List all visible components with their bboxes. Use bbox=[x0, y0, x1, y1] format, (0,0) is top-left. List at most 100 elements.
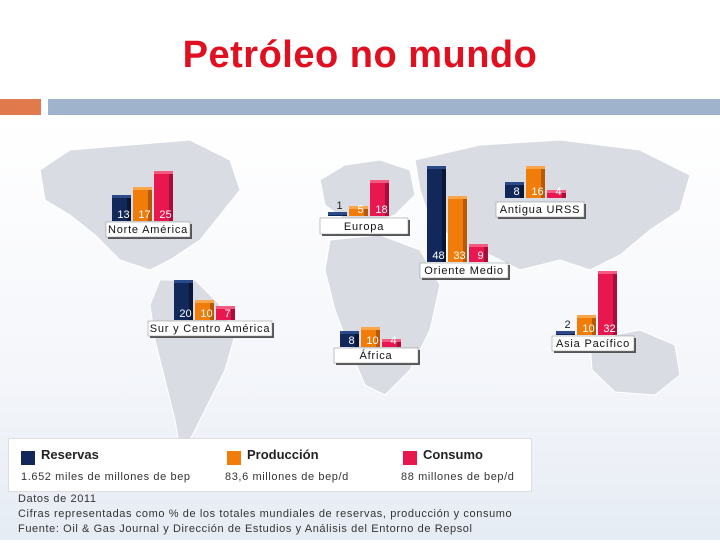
region-5-label: África bbox=[360, 349, 393, 362]
region-4-bar-side-0 bbox=[189, 280, 193, 320]
region-5-bar-side-2 bbox=[397, 339, 401, 347]
notes-description: Cifras representadas como % de los total… bbox=[18, 508, 513, 520]
region-2-label-box bbox=[495, 201, 585, 218]
region-2-label: Antigua URSS bbox=[500, 204, 581, 216]
region-0-bar-0 bbox=[112, 195, 127, 221]
region-1-label: Europa bbox=[344, 221, 384, 233]
legend-swatch-reservas bbox=[21, 451, 35, 465]
region-3-label: Oriente Medio bbox=[424, 265, 504, 277]
legend-desc-produccion: 83,6 millones de bep/d bbox=[225, 471, 349, 483]
region-0-bar-top-2 bbox=[154, 171, 173, 174]
region-2-value-label-2: 4 bbox=[555, 186, 561, 198]
region-1-bar-top-0 bbox=[328, 212, 347, 215]
region-4-bar-2 bbox=[216, 306, 231, 320]
header-bar bbox=[48, 99, 720, 115]
region-5-bar-side-1 bbox=[376, 327, 380, 347]
region-0-bar-top-0 bbox=[112, 195, 131, 198]
region-3-bar-1 bbox=[448, 196, 463, 262]
region-0-label: Norte América bbox=[108, 224, 188, 236]
region-5-bar-2 bbox=[382, 339, 397, 347]
region-4-bar-top-1 bbox=[195, 300, 214, 303]
region-5-bar-side-0 bbox=[355, 331, 359, 347]
region-6-label: Asia Pacífico bbox=[556, 338, 630, 350]
region-5-bar-top-2 bbox=[382, 339, 401, 342]
chart-notes: Datos de 2011 Cifras representadas como … bbox=[18, 492, 512, 537]
region-3-bar-side-0 bbox=[442, 166, 446, 262]
region-3-bar-side-2 bbox=[484, 244, 488, 262]
region-6-bar-top-0 bbox=[556, 331, 575, 334]
region-5-bar-top-1 bbox=[361, 327, 380, 330]
region-3-bar-top-2 bbox=[469, 244, 488, 247]
region-0-bar-side-1 bbox=[148, 187, 152, 221]
region-3-bar-top-0 bbox=[427, 166, 446, 169]
region-4-value-label-1: 10 bbox=[200, 308, 212, 320]
region-4-bar-side-2 bbox=[231, 306, 235, 320]
region-4-value-label-0: 20 bbox=[179, 308, 191, 320]
region-6-bar-side-2 bbox=[613, 271, 617, 335]
region-2-value-label-1: 16 bbox=[531, 186, 543, 198]
region-3-value-label-2: 9 bbox=[477, 250, 483, 262]
region-4-label-box bbox=[147, 320, 273, 337]
region-0-bar-1 bbox=[133, 187, 148, 221]
region-6-bar-top-2 bbox=[598, 271, 617, 274]
region-2-bar-1 bbox=[526, 166, 541, 198]
region-2-bar-0 bbox=[505, 182, 520, 198]
region-3-value-label-1: 33 bbox=[453, 250, 465, 262]
region-3-bar-2 bbox=[469, 244, 484, 262]
region-6-label-box bbox=[551, 335, 635, 352]
notes-date: Datos de 2011 bbox=[18, 493, 97, 505]
region-0-value-label-0: 13 bbox=[117, 209, 129, 221]
region-3-bar-0 bbox=[427, 166, 442, 262]
region-5-value-label-0: 8 bbox=[348, 335, 354, 347]
region-6-value-label-0: 2 bbox=[564, 319, 570, 331]
region-2-bar-side-0 bbox=[520, 182, 524, 198]
region-1-bar-top-2 bbox=[370, 180, 389, 183]
region-1-value-label-2: 18 bbox=[375, 204, 387, 216]
region-5-value-label-1: 10 bbox=[366, 335, 378, 347]
region-4-bar-top-2 bbox=[216, 306, 235, 309]
region-2-bar-top-2 bbox=[547, 190, 566, 193]
region-5-bar-1 bbox=[361, 327, 376, 347]
region-6-bar-top-1 bbox=[577, 315, 596, 318]
region-0-bar-2 bbox=[154, 171, 169, 221]
region-3-bar-side-1 bbox=[463, 196, 467, 262]
region-4-bar-0 bbox=[174, 280, 189, 320]
region-6-bar-side-1 bbox=[592, 315, 596, 335]
region-1-bar-1 bbox=[349, 206, 364, 216]
legend-label-consumo: Consumo bbox=[423, 447, 483, 462]
legend: Reservas 1.652 miles de millones de bep … bbox=[8, 438, 532, 492]
region-1-bar-2 bbox=[370, 180, 385, 216]
header-accent-bar bbox=[0, 99, 41, 115]
region-5-bar-top-0 bbox=[340, 331, 359, 334]
region-0-bar-side-0 bbox=[127, 195, 131, 221]
legend-desc-reservas: 1.652 miles de millones de bep bbox=[21, 471, 191, 483]
region-6-value-label-1: 10 bbox=[582, 323, 594, 335]
legend-desc-consumo: 88 millones de bep/d bbox=[401, 471, 515, 483]
region-1-label-box bbox=[319, 217, 409, 235]
region-0-label-box bbox=[105, 221, 191, 238]
region-2-bar-side-1 bbox=[541, 166, 545, 198]
region-2-bar-top-0 bbox=[505, 182, 524, 185]
region-4-label: Sur y Centro América bbox=[150, 323, 271, 335]
region-4-bar-side-1 bbox=[210, 300, 214, 320]
region-1-bar-top-1 bbox=[349, 206, 368, 209]
region-1-bar-side-2 bbox=[385, 180, 389, 216]
region-5-bar-0 bbox=[340, 331, 355, 347]
region-0-bar-side-2 bbox=[169, 171, 173, 221]
region-4-bar-1 bbox=[195, 300, 210, 320]
region-2-value-label-0: 8 bbox=[513, 186, 519, 198]
region-1-value-label-1: 5 bbox=[357, 204, 363, 216]
region-2-bar-top-1 bbox=[526, 166, 545, 169]
region-1-bar-side-1 bbox=[364, 206, 368, 216]
region-0-bar-top-1 bbox=[133, 187, 152, 190]
region-6-bar-2 bbox=[598, 271, 613, 335]
region-0-value-label-2: 25 bbox=[159, 209, 171, 221]
region-5-label-box bbox=[333, 347, 419, 364]
region-4-value-label-2: 7 bbox=[224, 308, 230, 320]
notes-source: Fuente: Oil & Gas Journal y Dirección de… bbox=[18, 523, 473, 535]
region-3-label-box bbox=[419, 262, 509, 279]
region-5-value-label-2: 4 bbox=[390, 335, 396, 347]
region-2-bar-side-2 bbox=[562, 190, 566, 198]
legend-label-reservas: Reservas bbox=[41, 447, 99, 462]
